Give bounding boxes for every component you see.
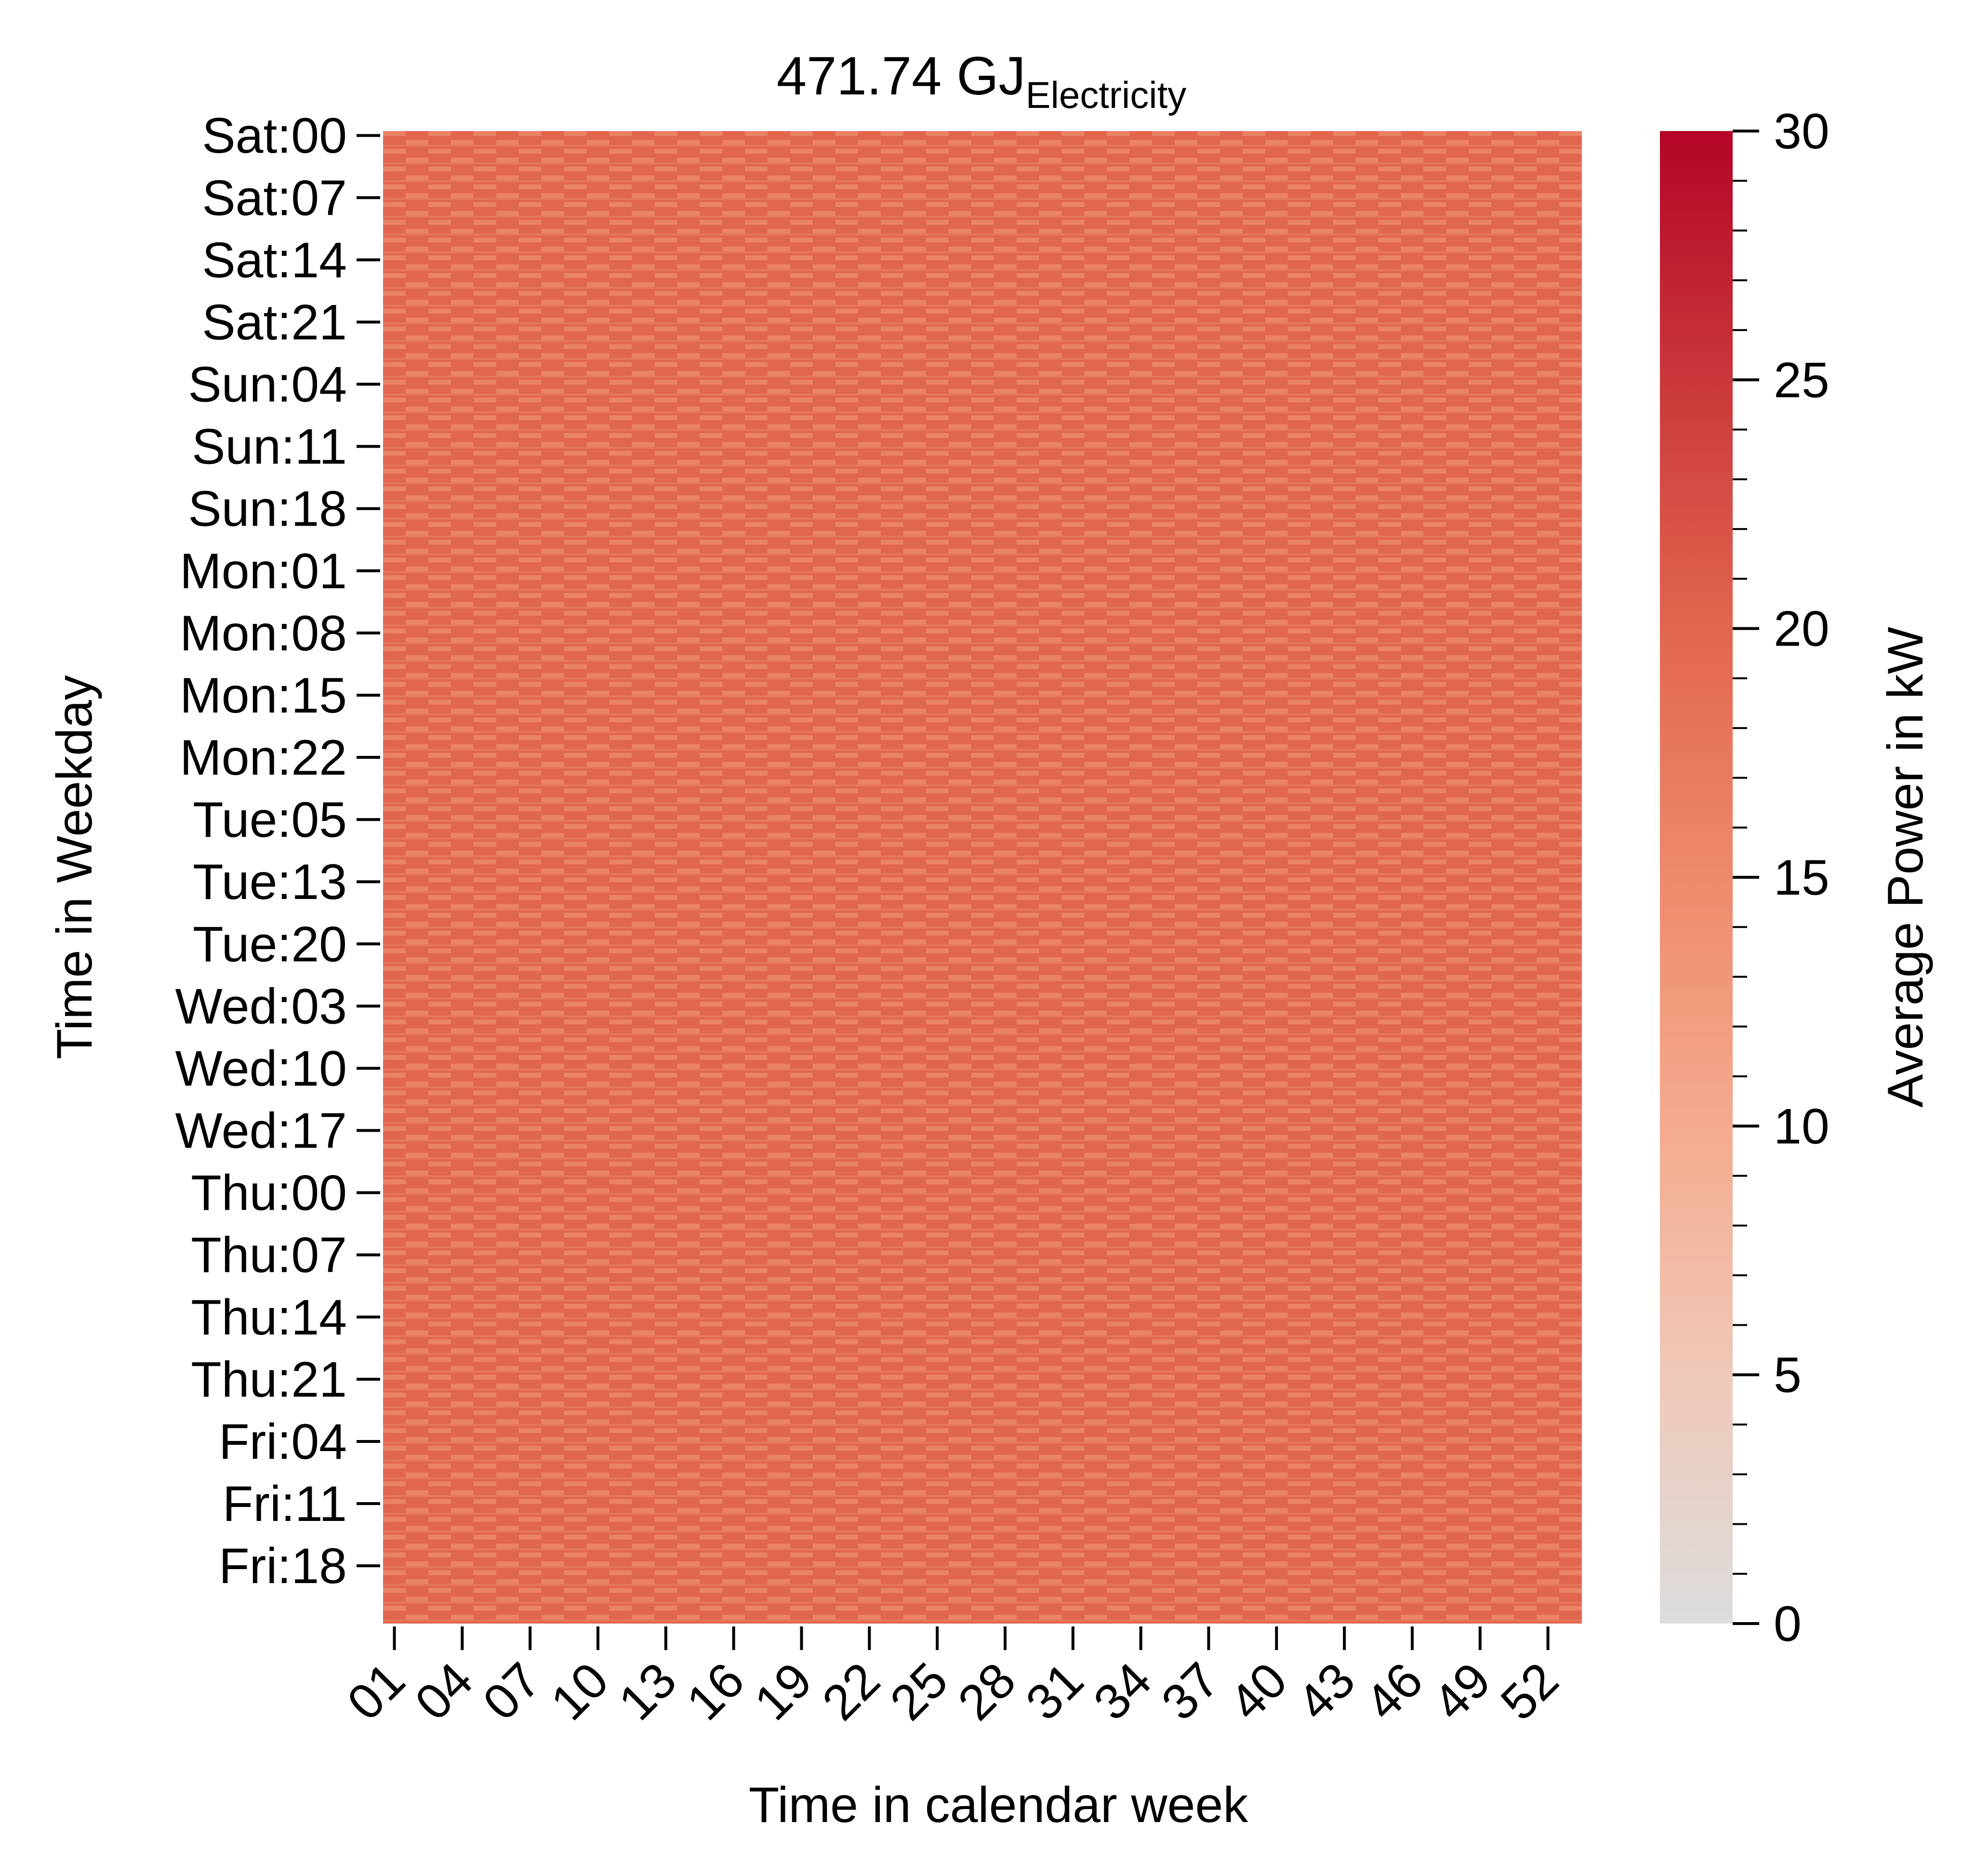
y-tick-label: Sat:21 — [202, 294, 347, 350]
x-tick-label: 49 — [1422, 1652, 1501, 1731]
svg-text:471.74 GJElectricity: 471.74 GJElectricity — [777, 46, 1187, 116]
y-tick-label: Mon:01 — [180, 543, 347, 599]
y-tick-label: Tue:20 — [193, 916, 347, 972]
x-tick-label: 19 — [744, 1652, 823, 1731]
x-tick-label: 04 — [405, 1652, 484, 1731]
x-axis-label: Time in calendar week — [749, 1777, 1249, 1833]
colorbar-tick-label: 10 — [1774, 1098, 1830, 1154]
y-tick-label: Sat:07 — [202, 170, 347, 226]
heatmap-plot-area — [383, 131, 1582, 1624]
x-tick-label: 07 — [473, 1652, 552, 1731]
y-tick-label: Wed:17 — [175, 1103, 347, 1159]
colorbar-tick-label: 25 — [1774, 352, 1830, 408]
y-tick-label: Mon:08 — [180, 606, 347, 661]
chart-title: 471.74 GJElectricity — [777, 46, 1187, 116]
chart-title-subscript: Electricity — [1026, 74, 1187, 116]
y-tick-label: Thu:14 — [191, 1290, 347, 1346]
y-tick-label: Fri:04 — [219, 1414, 347, 1470]
x-tick-label: 52 — [1490, 1652, 1569, 1731]
x-tick-label: 37 — [1151, 1652, 1230, 1731]
x-tick-label: 01 — [337, 1652, 416, 1731]
y-tick-label: Sun:04 — [188, 357, 347, 413]
y-axis: Sat:00 Sat:07 Sat:14 Sat:21 Sun:04 Sun:11 Sun:… — [175, 108, 380, 1594]
y-tick-label: Sun:11 — [192, 419, 347, 475]
colorbar-label: Average Power in kW — [1878, 627, 1934, 1108]
x-tick-label: 31 — [1015, 1652, 1094, 1731]
x-tick-label: 43 — [1287, 1652, 1366, 1731]
y-tick-label: Sun:18 — [188, 481, 347, 537]
colorbar-tick-label: 20 — [1774, 601, 1830, 657]
heatmap-cells — [383, 131, 1582, 1624]
x-tick-label: 16 — [676, 1652, 755, 1731]
y-tick-label: Mon:15 — [180, 668, 347, 724]
y-tick-label: Fri:18 — [219, 1538, 347, 1594]
x-tick-label: 22 — [812, 1652, 891, 1731]
x-tick-label: 25 — [880, 1652, 959, 1731]
x-tick-label: 40 — [1219, 1652, 1298, 1731]
colorbar-tick-label: 0 — [1774, 1596, 1802, 1652]
y-tick-label: Tue:13 — [193, 854, 347, 910]
y-tick-label: Mon:22 — [180, 730, 347, 786]
y-tick-label: Thu:21 — [191, 1352, 347, 1408]
colorbar-tick-label: 15 — [1774, 850, 1830, 906]
y-tick-label: Wed:10 — [175, 1041, 347, 1097]
y-axis-label: Time in Weekday — [47, 675, 103, 1059]
x-tick-label: 46 — [1354, 1652, 1433, 1731]
colorbar-gradient — [1660, 131, 1733, 1624]
y-tick-label: Fri:11 — [223, 1476, 347, 1532]
colorbar: 0 5 10 15 20 25 30 — [1660, 104, 1830, 1652]
x-tick-label: 28 — [947, 1652, 1026, 1731]
y-tick-label: Thu:07 — [191, 1228, 347, 1283]
y-tick-label: Sat:14 — [202, 232, 347, 288]
y-tick-label: Tue:05 — [193, 792, 347, 848]
colorbar-tick-label: 5 — [1774, 1348, 1802, 1403]
x-tick-label: 13 — [608, 1652, 687, 1731]
y-tick-label: Sat:00 — [202, 108, 347, 164]
x-tick-label: 34 — [1083, 1652, 1162, 1731]
y-tick-label: Thu:00 — [191, 1165, 347, 1221]
chart-title-main: 471.74 GJ — [777, 46, 1026, 106]
colorbar-tick-label: 30 — [1774, 104, 1830, 159]
x-tick-label: 10 — [540, 1652, 619, 1731]
y-tick-label: Wed:03 — [175, 978, 347, 1034]
